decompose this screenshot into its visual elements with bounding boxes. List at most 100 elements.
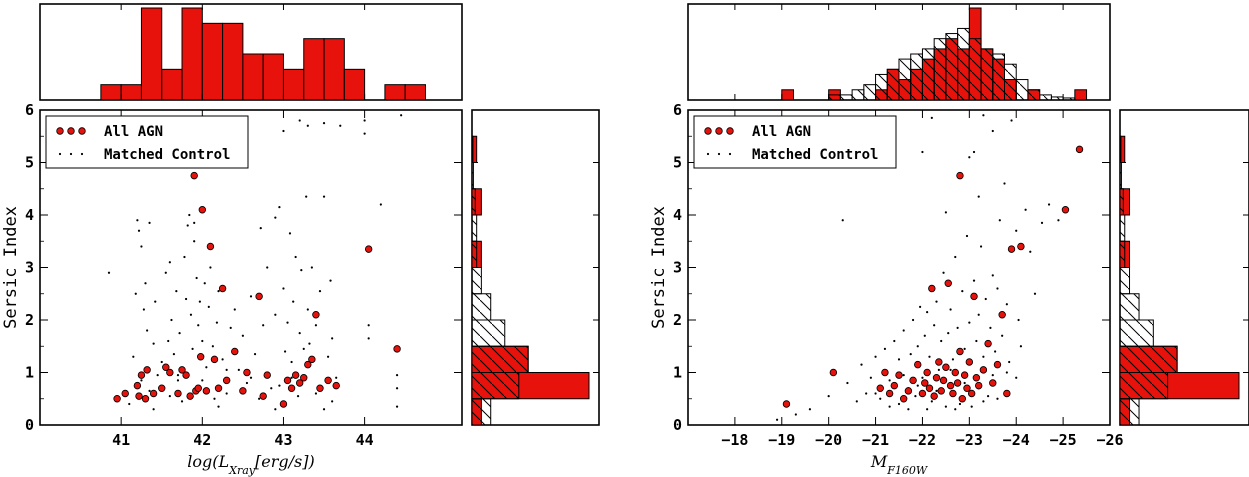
- control-point: [296, 395, 300, 398]
- agn-point: [295, 379, 304, 387]
- control-point: [225, 368, 228, 371]
- legend-agn-marker: [715, 127, 723, 135]
- control-point: [306, 308, 309, 311]
- x-axis-label: log(LXray[erg/s]): [187, 452, 314, 477]
- agn-point: [149, 389, 158, 398]
- top-hist-agn-bar: [303, 38, 325, 101]
- control-point: [184, 297, 188, 301]
- y-tick-label: 2: [25, 311, 34, 329]
- y-tick-label: 5: [673, 154, 682, 172]
- agn-point: [939, 376, 948, 385]
- control-point: [961, 290, 964, 293]
- control-point: [958, 402, 962, 406]
- control-point: [996, 287, 999, 290]
- control-point: [367, 337, 370, 340]
- control-point: [172, 353, 176, 356]
- control-point: [991, 374, 994, 377]
- agn-point: [222, 376, 231, 385]
- control-point: [400, 114, 403, 117]
- right-hist-control-bar: [1119, 398, 1140, 426]
- right-hist-control-bar: [1119, 214, 1126, 242]
- control-point: [954, 408, 957, 411]
- control-point: [930, 116, 933, 119]
- control-point: [367, 324, 370, 327]
- control-point: [951, 358, 955, 361]
- y-tick-label: 3: [673, 259, 682, 277]
- agn-point: [283, 376, 292, 385]
- legend-label-agn: All AGN: [104, 124, 163, 140]
- top-hist-control-bar: [886, 68, 900, 101]
- control-point: [283, 350, 287, 353]
- agn-point: [928, 284, 936, 293]
- control-point: [326, 355, 330, 358]
- control-point: [176, 379, 180, 382]
- control-point: [207, 305, 210, 308]
- x-tick-label: 43: [274, 431, 292, 449]
- legend: All AGN Matched Control: [693, 115, 897, 169]
- control-point: [175, 290, 178, 293]
- y-tick-label: 3: [25, 259, 34, 277]
- control-point: [379, 203, 382, 206]
- agn-point: [1075, 145, 1084, 154]
- top-hist-control-bar: [921, 48, 935, 101]
- control-point: [314, 392, 318, 395]
- control-point: [136, 219, 139, 222]
- control-point: [395, 405, 399, 408]
- legend-box: [693, 115, 897, 169]
- control-point: [193, 221, 196, 224]
- legend-agn-marker: [726, 127, 734, 135]
- agn-point: [196, 353, 205, 361]
- control-point: [935, 389, 938, 392]
- legend-control-marker: [728, 152, 732, 156]
- control-point: [1057, 219, 1060, 222]
- control-point: [142, 308, 145, 311]
- top-hist-agn-bar: [1074, 89, 1088, 101]
- legend-box: [45, 115, 249, 169]
- control-point: [1008, 360, 1011, 364]
- legend-control-marker: [80, 152, 84, 156]
- control-point: [189, 313, 193, 316]
- control-point: [865, 392, 868, 395]
- legend-agn-marker: [78, 127, 86, 135]
- control-point: [282, 129, 285, 133]
- x-axis-label: MF160W: [870, 452, 929, 477]
- top-hist-agn-bar: [120, 84, 142, 101]
- control-point: [209, 266, 212, 269]
- control-point: [984, 297, 987, 301]
- top-hist-agn-bar: [781, 89, 794, 101]
- control-point: [258, 397, 261, 400]
- right-hist-control-bar: [1119, 345, 1178, 373]
- control-point: [290, 360, 293, 364]
- top-hist-agn-bar: [282, 68, 305, 101]
- control-point: [963, 347, 966, 350]
- agn-point: [137, 371, 146, 379]
- y-tick-label: 1: [25, 364, 34, 382]
- agn-point: [121, 389, 129, 398]
- agn-point: [975, 381, 983, 390]
- agn-point: [881, 368, 889, 377]
- control-point: [253, 353, 257, 356]
- control-point: [963, 381, 966, 385]
- control-point: [921, 150, 924, 154]
- legend-agn-marker: [56, 127, 64, 135]
- agn-point: [899, 395, 908, 403]
- right-hist-control-bar: [471, 319, 506, 347]
- control-point: [1010, 119, 1013, 122]
- agn-point: [935, 358, 943, 366]
- right-hist-control-bar: [471, 214, 478, 242]
- control-point: [916, 345, 919, 348]
- control-point: [933, 324, 936, 327]
- legend-agn-marker: [67, 127, 75, 135]
- control-point: [278, 206, 281, 209]
- control-point: [167, 339, 170, 343]
- agn-point: [143, 366, 151, 374]
- control-point: [979, 245, 983, 248]
- agn-point: [989, 379, 997, 387]
- right-hist-control-bar: [1119, 135, 1122, 163]
- legend-label-agn: All AGN: [752, 124, 811, 140]
- control-point: [930, 400, 933, 403]
- agn-point: [925, 384, 934, 392]
- control-point: [176, 374, 180, 377]
- top-hist-agn-bar: [181, 7, 203, 101]
- control-point: [395, 374, 399, 377]
